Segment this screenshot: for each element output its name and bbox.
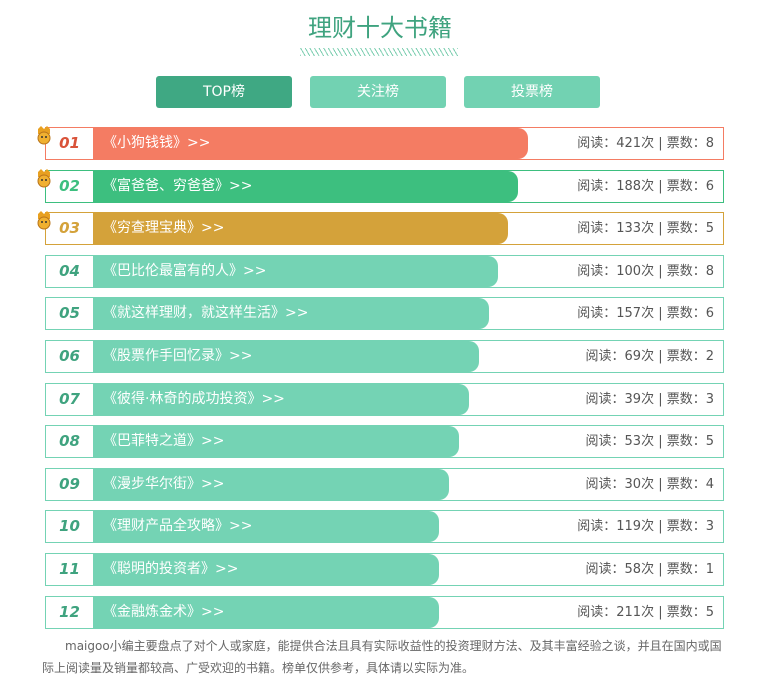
rank-row[interactable]: 08 《巴菲特之道》>> 阅读：53次 | 票数：5	[45, 425, 724, 459]
book-stats: 阅读：133次 | 票数：5	[577, 221, 714, 237]
book-title-bar[interactable]: 《理财产品全攻略》>>	[93, 511, 439, 543]
rank-number: 12	[59, 602, 80, 621]
book-title-bar[interactable]: 《股票作手回忆录》>>	[93, 341, 479, 372]
rank-number: 06	[59, 347, 80, 365]
book-stats: 阅读：30次 | 票数：4	[585, 476, 714, 492]
book-title-bar[interactable]: 《就这样理财，就这样生活》>>	[93, 298, 489, 330]
book-title-bar[interactable]: 《巴菲特之道》>>	[93, 426, 459, 458]
page-title: 理财十大书籍	[308, 14, 452, 42]
rank-row[interactable]: 02 《富爸爸、穷爸爸》>> 阅读：188次 | 票数：6	[37, 168, 724, 203]
rank-row[interactable]: 11 《聪明的投资者》>> 阅读：58次 | 票数：1	[45, 553, 724, 586]
crown-svg	[37, 126, 51, 145]
book-title-bar[interactable]: 《巴比伦最富有的人》>>	[93, 255, 498, 287]
tab[interactable]: 关注榜	[310, 76, 446, 108]
rank-row[interactable]: 10 《理财产品全攻略》>> 阅读：119次 | 票数：3	[45, 510, 724, 544]
rank-number: 11	[59, 560, 80, 578]
book-title-bar[interactable]: 《聪明的投资者》>>	[93, 554, 439, 585]
rank-number: 01	[59, 134, 80, 152]
book-title-bar[interactable]: 《小狗钱钱》>>	[93, 128, 528, 159]
book-stats: 阅读：211次 | 票数：5	[577, 604, 714, 620]
book-stats: 阅读：157次 | 票数：6	[577, 306, 714, 322]
book-title-bar[interactable]: 《金融炼金术》>>	[93, 596, 439, 628]
tab[interactable]: 投票榜	[464, 76, 600, 108]
rank-row[interactable]: 06 《股票作手回忆录》>> 阅读：69次 | 票数：2	[45, 340, 724, 373]
rank-number: 02	[59, 176, 80, 195]
book-title-bar[interactable]: 《富爸爸、穷爸爸》>>	[93, 170, 518, 202]
footer-note: maigoo小编主要盘点了对个人或家庭，能提供合法且具有实际收益性的投资理财方法…	[42, 639, 722, 675]
rank-row[interactable]: 12 《金融炼金术》>> 阅读：211次 | 票数：5	[45, 595, 724, 629]
rank-row[interactable]: 09 《漫步华尔街》>> 阅读：30次 | 票数：4	[45, 467, 724, 501]
rank-row[interactable]: 03 《穷查理宝典》>> 阅读：133次 | 票数：5	[37, 211, 724, 246]
crown-svg	[37, 211, 51, 230]
book-stats: 阅读：69次 | 票数：2	[585, 349, 714, 364]
rank-number: 10	[59, 517, 80, 536]
rank-row[interactable]: 01 《小狗钱钱》>> 阅读：421次 | 票数：8	[37, 126, 724, 160]
book-stats: 阅读：39次 | 票数：3	[585, 391, 714, 407]
title-underline	[300, 48, 458, 56]
rank-row[interactable]: 07 《彼得·林奇的成功投资》>> 阅读：39次 | 票数：3	[45, 382, 724, 416]
rank-number: 09	[59, 474, 80, 493]
rank-number: 08	[59, 432, 80, 451]
book-title-bar[interactable]: 《彼得·林奇的成功投资》>>	[93, 383, 469, 415]
book-stats: 阅读：100次 | 票数：8	[577, 263, 714, 279]
crown-svg	[37, 168, 51, 188]
book-stats: 阅读：188次 | 票数：6	[577, 178, 714, 194]
book-stats: 阅读：53次 | 票数：5	[585, 434, 714, 450]
rank-number: 07	[59, 389, 80, 408]
rank-number: 05	[59, 304, 80, 323]
book-title-bar[interactable]: 《漫步华尔街》>>	[93, 468, 449, 500]
rank-row[interactable]: 05 《就这样理财，就这样生活》>> 阅读：157次 | 票数：6	[45, 297, 724, 331]
rank-row[interactable]: 04 《巴比伦最富有的人》>> 阅读：100次 | 票数：8	[45, 254, 724, 288]
crown-icon	[36, 210, 52, 234]
rank-number: 04	[59, 261, 80, 280]
book-stats: 阅读：119次 | 票数：3	[577, 519, 714, 535]
crown-icon	[36, 168, 52, 192]
book-stats: 阅读：58次 | 票数：1	[585, 562, 714, 577]
book-title-bar[interactable]: 《穷查理宝典》>>	[93, 213, 508, 245]
rank-number: 03	[59, 219, 80, 238]
crown-icon	[36, 125, 52, 149]
book-stats: 阅读：421次 | 票数：8	[577, 136, 714, 151]
tab[interactable]: TOP榜	[156, 76, 292, 108]
